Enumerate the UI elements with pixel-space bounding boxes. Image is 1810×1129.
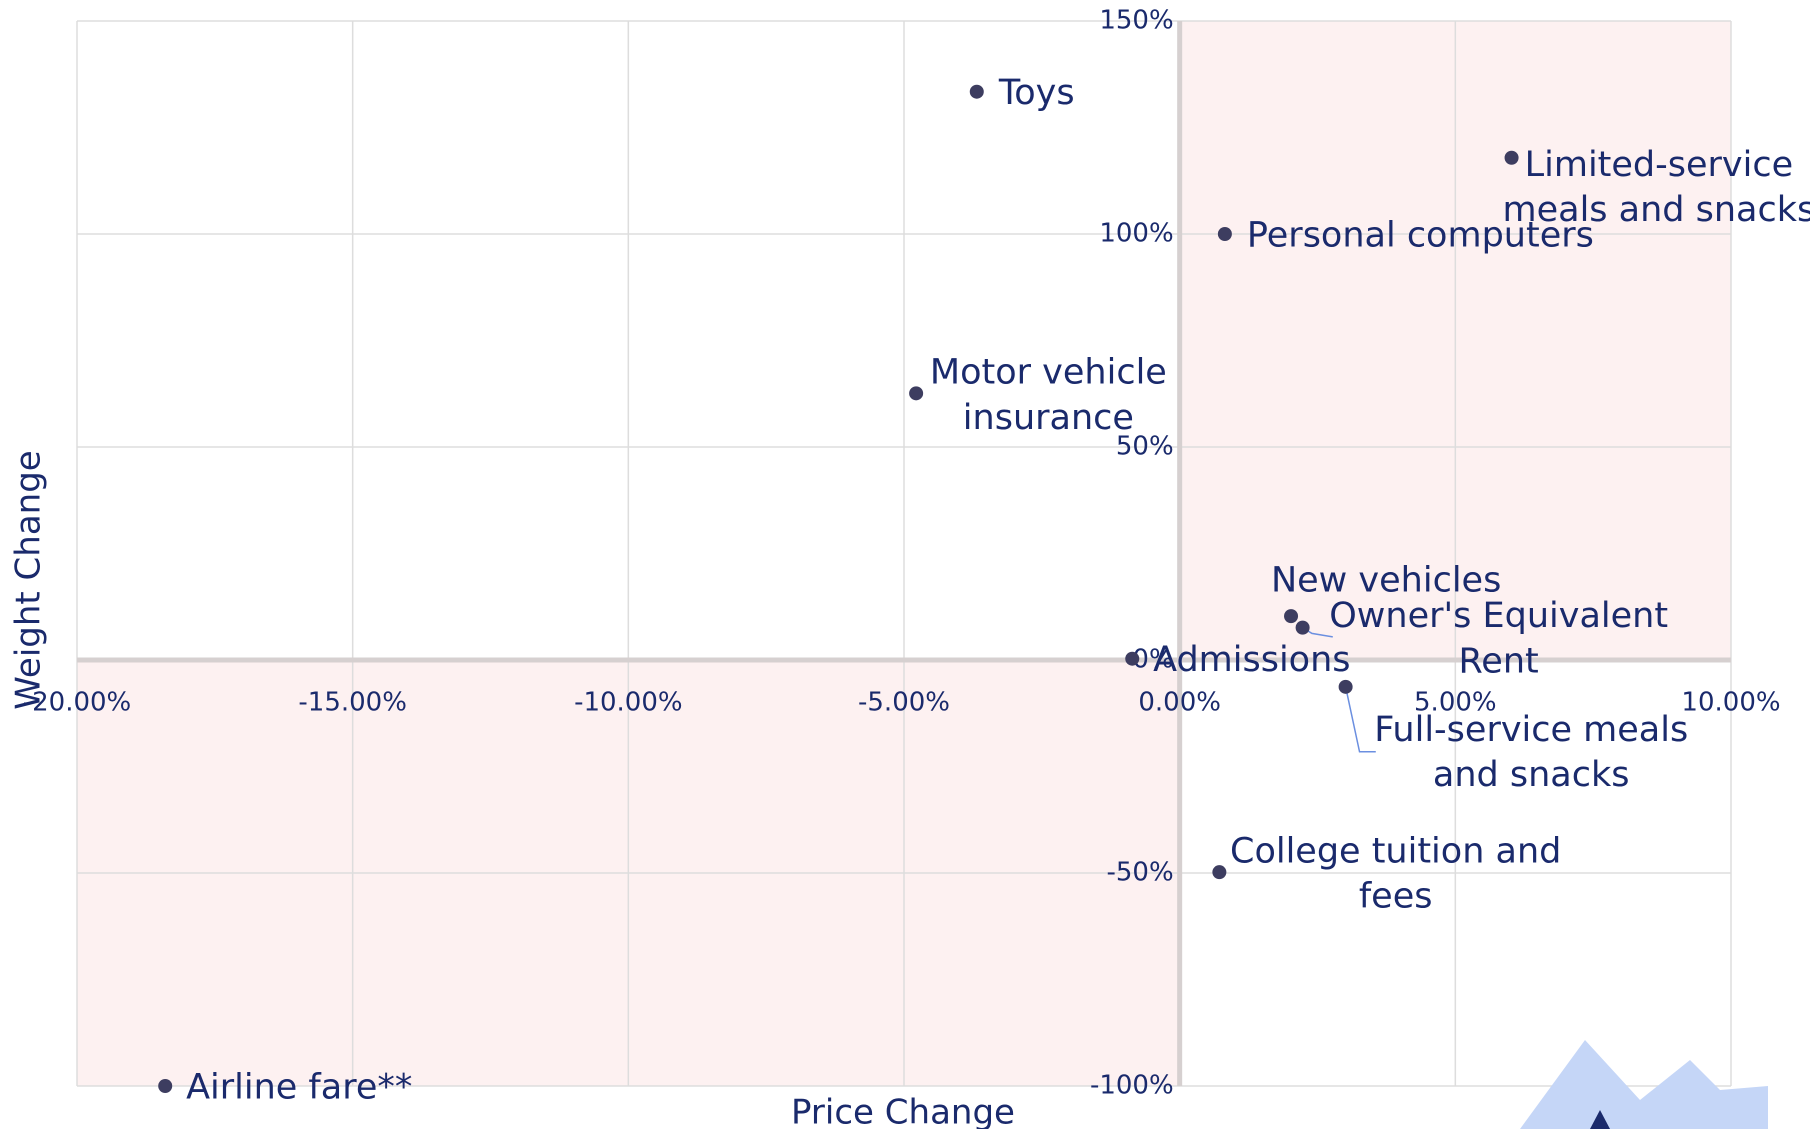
y-axis-title: Weight Change: [9, 450, 49, 709]
x-tick-label: -10.00%: [574, 688, 683, 718]
point: [1504, 150, 1519, 165]
point-label: Motor vehicle: [930, 353, 1167, 393]
point-label: Owner's Equivalent: [1329, 596, 1668, 636]
point-label: fees: [1359, 877, 1433, 917]
point-label: insurance: [963, 398, 1134, 438]
point-label: and snacks: [1433, 755, 1630, 795]
point-label: Limited-service: [1525, 145, 1794, 185]
x-axis-title: Price Change: [791, 1093, 1015, 1129]
x-tick-label: 5.00%: [1414, 688, 1497, 718]
point: [1125, 651, 1140, 666]
point: [1212, 865, 1227, 880]
point-label: Full-service meals: [1374, 710, 1688, 750]
point-label: meals and snacks: [1503, 190, 1810, 230]
point-label: Toys: [998, 73, 1075, 113]
point: [969, 84, 984, 99]
x-tick-label: -5.00%: [858, 688, 950, 718]
x-tick-label: -20.00%: [23, 688, 132, 718]
point: [1338, 679, 1353, 694]
point: [1217, 227, 1232, 241]
point-label: Rent: [1459, 641, 1539, 681]
logo-shape: [1520, 1040, 1768, 1129]
y-tick-label: -100%: [1090, 1071, 1174, 1101]
point: [909, 386, 924, 401]
x-tick-label: 0.00%: [1138, 688, 1221, 718]
point: [1295, 620, 1310, 635]
point: [1284, 609, 1299, 624]
y-tick-label: 0%: [1132, 645, 1173, 675]
point-label: Admissions: [1153, 640, 1350, 680]
point: [158, 1079, 173, 1093]
x-tick-label: -15.00%: [298, 688, 407, 718]
leader-line: [1344, 686, 1376, 753]
point-label: Personal computers: [1247, 215, 1594, 255]
point-label: New vehicles: [1271, 560, 1501, 600]
y-tick-label: 50%: [1116, 432, 1174, 462]
y-tick-label: -50%: [1106, 858, 1173, 888]
logo: [1520, 1040, 1768, 1129]
x-tick-label: 10.00%: [1681, 688, 1780, 718]
background: [76, 20, 1732, 1087]
point-label: College tuition and: [1230, 831, 1561, 871]
point-label: Airline fare**: [186, 1067, 412, 1107]
logo-mark: [1590, 1110, 1610, 1129]
y-tick-label: 100%: [1099, 219, 1173, 249]
y-tick-label: 150%: [1099, 6, 1173, 36]
